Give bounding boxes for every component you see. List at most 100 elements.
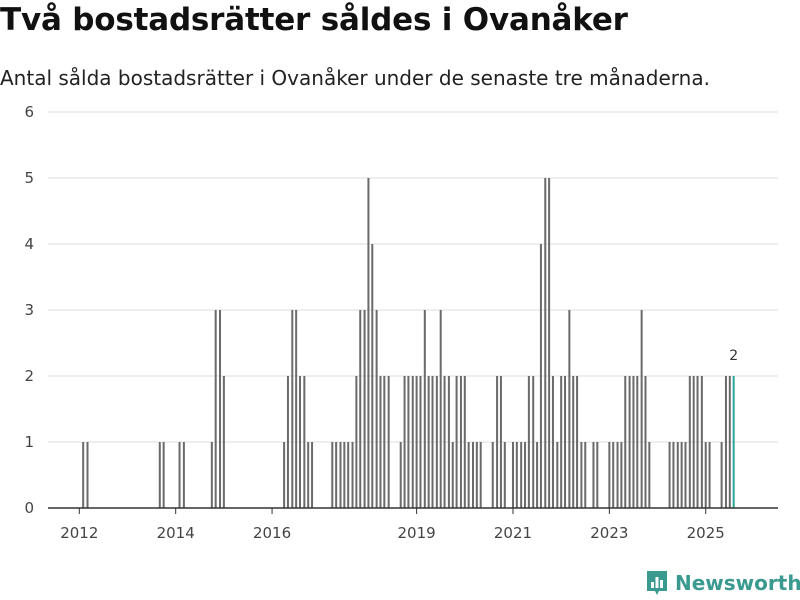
bar: [640, 310, 643, 508]
bars: [82, 178, 735, 508]
bar: [720, 442, 723, 508]
bar: [524, 442, 527, 508]
bar: [415, 376, 418, 508]
bar: [303, 376, 306, 508]
bar-highlighted: [732, 376, 735, 508]
bar: [371, 244, 374, 508]
bar: [355, 376, 358, 508]
bar: [564, 376, 567, 508]
bar: [447, 376, 450, 508]
y-axis-ticks: 0 1 2 3 4 5 6: [24, 103, 34, 517]
bar: [696, 376, 699, 508]
bar: [423, 310, 426, 508]
bar: [596, 442, 599, 508]
bar: [467, 442, 470, 508]
bar: [556, 442, 559, 508]
bar: [298, 376, 302, 508]
brand-name: Newsworthy: [675, 571, 800, 595]
bar: [728, 376, 731, 508]
bar: [632, 376, 635, 508]
bar: [471, 442, 474, 508]
bar: [576, 376, 579, 508]
bar: [475, 442, 478, 508]
bar: [680, 442, 683, 508]
bar: [692, 376, 695, 508]
bar: [684, 442, 687, 508]
bar: [592, 442, 595, 508]
bar: [584, 442, 587, 508]
newsworthy-logo: Newsworthy: [645, 569, 800, 597]
bar: [379, 376, 382, 508]
bar: [443, 376, 446, 508]
bar: [580, 442, 583, 508]
bar: [295, 310, 298, 508]
bar: [178, 442, 181, 508]
bar: [688, 376, 691, 508]
bar: [700, 376, 703, 508]
bar: [548, 178, 551, 508]
x-tick-label: 2025: [687, 524, 725, 542]
bar: [491, 442, 494, 508]
bar: [383, 376, 386, 508]
bar: [724, 376, 727, 508]
bar: [182, 442, 185, 508]
bar: [708, 442, 711, 508]
bar: [648, 442, 651, 508]
bar: [367, 178, 370, 508]
y-tick-label: 3: [24, 301, 34, 319]
bar: [668, 442, 671, 508]
bar: [527, 376, 530, 508]
bar: [439, 310, 442, 508]
bar: [572, 376, 575, 508]
bar: [644, 376, 647, 508]
bar: [551, 376, 554, 508]
y-tick-label: 6: [24, 103, 34, 121]
bar: [539, 244, 542, 508]
bar: [291, 310, 294, 508]
y-tick-label: 4: [24, 235, 34, 253]
bar: [455, 376, 458, 508]
bar: [375, 310, 378, 508]
bar: [431, 376, 434, 508]
bar: [499, 376, 502, 508]
x-tick-label: 2023: [590, 524, 628, 542]
chart-subtitle: Antal sålda bostadsrätter i Ovanåker und…: [0, 66, 710, 90]
bar: [399, 442, 402, 508]
bar: [339, 442, 342, 508]
bar: [544, 178, 547, 508]
bar: [620, 442, 623, 508]
x-tick-label: 2016: [253, 524, 291, 542]
bar: [520, 442, 523, 508]
bar: [219, 310, 222, 508]
bar: [608, 442, 611, 508]
y-tick-label: 5: [24, 169, 34, 187]
bar: [158, 442, 161, 508]
bar: [214, 310, 217, 508]
bar: [407, 376, 410, 508]
bar: [511, 442, 514, 508]
bar: [86, 442, 89, 508]
bar: [351, 442, 354, 508]
bar: [503, 442, 506, 508]
bar: [704, 442, 707, 508]
bar: [628, 376, 631, 508]
bar: [676, 442, 679, 508]
bar: [459, 376, 462, 508]
x-tick-label: 2014: [157, 524, 195, 542]
bar: [536, 442, 539, 508]
bar: [286, 376, 289, 508]
bar: [283, 442, 286, 508]
bar: [331, 442, 334, 508]
bar: [532, 376, 535, 508]
bar: [515, 442, 518, 508]
bar: [435, 376, 438, 508]
bar: [311, 442, 314, 508]
bar: [616, 442, 619, 508]
bar: [451, 442, 454, 508]
x-tick-label: 2019: [398, 524, 436, 542]
x-tick-label: 2021: [494, 524, 532, 542]
bar: [335, 442, 338, 508]
bar: [496, 376, 499, 508]
bar: [612, 442, 615, 508]
